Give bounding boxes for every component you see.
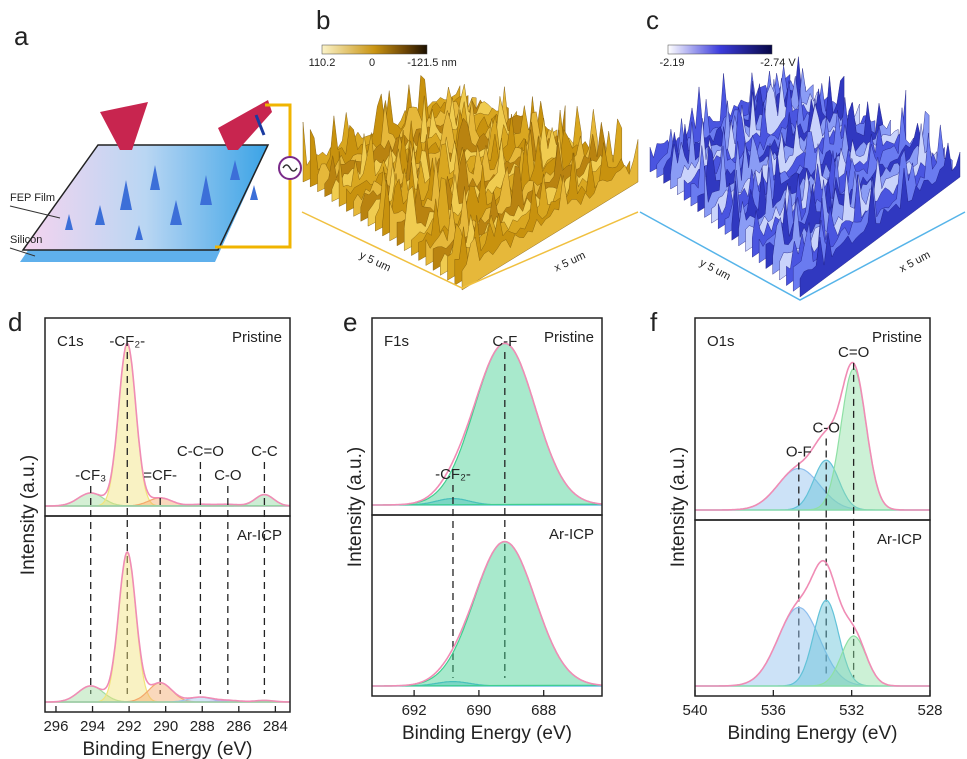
panel-label: a [14,21,29,51]
panel-label: f [650,307,658,337]
plot-area [695,561,930,686]
axis-label: x 5 um [898,249,933,275]
plot-area [372,542,602,686]
state-label: Ar-ICP [877,531,922,548]
page: {"panels": { "a": {"label": "a", "layers… [0,0,967,759]
component-label: -CF₂- [435,466,471,483]
y-axis-title: Intensity (a.u.) [668,447,689,567]
colorbar-label: -2.74 V [760,57,796,69]
component-label: C-F [492,333,517,350]
subplot-frame [45,516,290,712]
y-axis-title: Intensity (a.u.) [18,455,39,575]
x-tick-label: 296 [43,718,68,735]
xps-chart: d Pristine C1s -CF₃ -CF₂- =CF-C-C=O C-O C-C Ar-I… [8,307,290,759]
component-peak [695,460,930,510]
panel-c: c -2.19 -2.74 V y 5 um x 5 um [640,5,965,300]
x-tick-label: 290 [153,718,178,735]
cantilever [100,102,148,150]
plot-area [372,343,602,505]
component-label: O-F [786,443,812,460]
colorbar [322,45,427,54]
component-label: =CF- [143,467,177,484]
panel-label: b [316,5,330,35]
x-tick-label: 536 [761,702,786,719]
x-tick-label: 286 [226,718,251,735]
layer-label: FEP Film [10,192,55,204]
x-axis-title: Binding Energy (eV) [402,723,572,744]
component-label: C=O [838,344,869,361]
x-tick-label: 692 [402,702,427,719]
xps-chart: e Pristine F1s -CF₂- C-F Ar-ICP 692 690 688 Bindi… [343,307,602,744]
core-level: C1s [57,333,84,350]
x-tick-label: 690 [466,702,491,719]
component-label: C-C [251,443,278,460]
state-label: Ar-ICP [549,526,594,543]
colorbar-label: 110.2 [309,57,336,69]
colorbar-label: -2.19 [659,57,684,69]
panel-label: c [646,5,659,35]
x-axis-title: Binding Energy (eV) [727,723,897,744]
envelope [45,552,290,702]
x-tick-label: 294 [80,718,105,735]
component-label: -CF₃ [75,467,106,484]
panel-a: a FEP Film Silicon [10,21,301,262]
panel-b: b 110.2 0 -121.5 nm y 5 um x 5 um [302,5,638,290]
core-level: F1s [384,333,409,350]
y-axis-title: Intensity (a.u.) [345,447,366,567]
x-axis-title: Binding Energy (eV) [82,739,252,759]
panel-label: e [343,307,357,337]
x-tick-label: 688 [531,702,556,719]
cantilever [218,100,272,150]
x-tick-label: 540 [682,702,707,719]
layer-label: Silicon [10,234,42,246]
component-label: C-O [812,419,840,436]
figure: a FEP Film Silicon b 110.2 0 -121.5 nm y… [0,0,967,759]
x-tick-label: 532 [839,702,864,719]
fep-film [23,145,268,250]
x-tick-label: 288 [190,718,215,735]
core-level: O1s [707,333,735,350]
x-tick-label: 284 [263,718,288,735]
state-label: Ar-ICP [237,527,282,544]
colorbar [668,45,772,54]
colorbar-label: 0 [369,57,375,69]
state-label: Pristine [232,329,282,346]
xps-chart: f Pristine O1s O-FC-O C=O Ar-ICP 540 536 532 528 B… [650,307,943,744]
component-peak [45,553,290,702]
axis-label: x 5 um [552,250,587,275]
state-label: Pristine [544,329,594,346]
plot-area [45,552,290,702]
component-label: C-C=O [177,443,224,460]
component-peak [695,600,930,686]
panel-label: d [8,307,22,337]
component-label: C-O [214,467,242,484]
component-label: -CF₂- [109,333,145,350]
x-tick-label: 528 [917,702,942,719]
x-tick-label: 292 [117,718,142,735]
state-label: Pristine [872,329,922,346]
colorbar-label: -121.5 nm [407,57,457,69]
